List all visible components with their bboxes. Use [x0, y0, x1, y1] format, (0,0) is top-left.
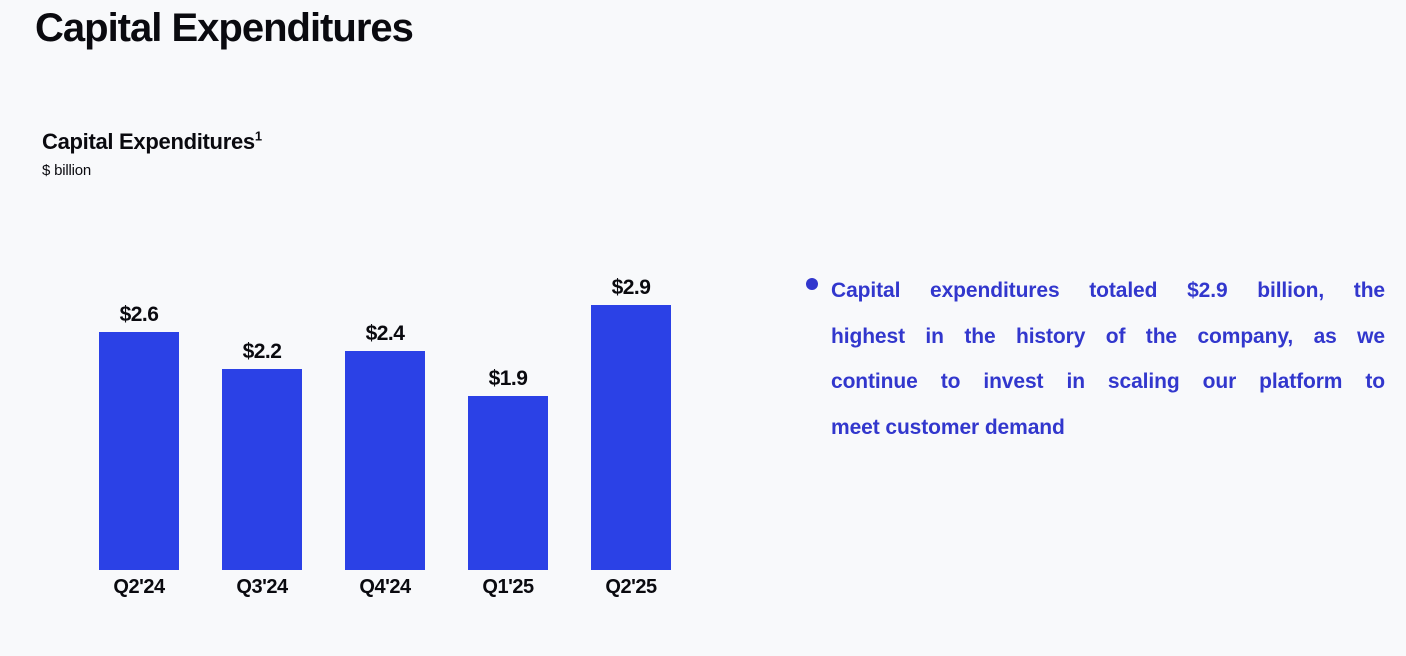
bar-group: $2.2 Q3'24: [222, 240, 302, 600]
bar: [222, 369, 302, 570]
footnote-marker: 1: [254, 128, 262, 144]
bar-group: $2.6 Q2'24: [99, 240, 179, 600]
bar-value-label: $2.2: [242, 340, 282, 363]
bar-value-label: $2.9: [611, 276, 651, 299]
commentary-line: highest in the history of the company, a…: [831, 324, 1385, 348]
bar: [468, 396, 548, 570]
commentary-text: Capital expenditures totaled $2.9 billio…: [831, 268, 1385, 450]
commentary-line: Capital expenditures totaled $2.9 billio…: [831, 279, 1385, 302]
bar-value-label: $2.4: [365, 322, 405, 345]
bullet-icon: [806, 278, 818, 290]
x-axis-label: Q4'24: [359, 576, 411, 598]
bar: [591, 305, 671, 570]
x-axis-label: Q3'24: [236, 576, 288, 598]
commentary-block: Capital expenditures totaled $2.9 billio…: [806, 268, 1391, 450]
chart-title: Capital Expenditures1: [42, 129, 262, 155]
bar-group: $2.4 Q4'24: [345, 240, 425, 600]
commentary-line: meet customer demand: [831, 415, 1065, 439]
chart-title-text: Capital Expenditures: [42, 129, 255, 154]
x-axis-label: Q2'24: [113, 576, 165, 598]
x-axis-label: Q2'25: [605, 576, 657, 598]
chart-header: Capital Expenditures1 $ billion: [42, 129, 262, 179]
x-axis-label: Q1'25: [482, 576, 534, 598]
bar: [345, 351, 425, 570]
bar-chart: $2.6 Q2'24 $2.2 Q3'24 $2.4 Q4'24 $1.9 Q1'25 $2.9…: [99, 240, 679, 600]
bar-value-label: $1.9: [488, 367, 528, 390]
commentary-line: continue to invest in scaling our platfo…: [831, 370, 1385, 393]
bar: [99, 332, 179, 570]
bar-group: $2.9 Q2'25: [591, 240, 671, 600]
page-title: Capital Expenditures: [35, 6, 414, 50]
bar-group: $1.9 Q1'25: [468, 240, 548, 600]
chart-unit-label: $ billion: [42, 162, 92, 179]
bar-value-label: $2.6: [119, 303, 159, 326]
